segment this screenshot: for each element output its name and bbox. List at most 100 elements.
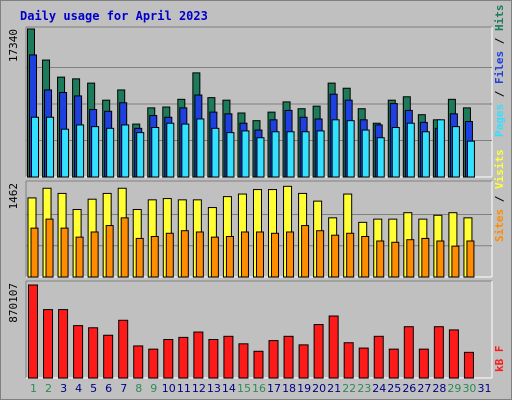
sites-bar — [60, 227, 69, 278]
kbytes-bar — [463, 351, 474, 379]
legend-separator: / — [493, 189, 506, 209]
sites-bar — [225, 235, 234, 278]
sites-bar — [255, 231, 264, 278]
day-label: 10 — [162, 382, 176, 395]
chart-title: Daily usage for April 2023 — [20, 9, 208, 23]
legend-entry: Hits — [493, 5, 506, 32]
sites-bar — [240, 231, 249, 278]
sites-bar — [271, 232, 280, 278]
pages-bar — [61, 128, 70, 178]
pages-bar — [106, 127, 115, 178]
day-label: 4 — [75, 382, 82, 395]
pages-bar — [136, 132, 145, 178]
day-label: 23 — [357, 382, 371, 395]
pages-bar — [331, 119, 340, 178]
kbytes-bar — [343, 342, 354, 379]
day-label: 19 — [297, 382, 311, 395]
pages-bar — [121, 124, 130, 178]
sites-bar — [165, 232, 174, 278]
sites-bar — [105, 225, 114, 278]
legend-entry: Pages — [493, 104, 506, 137]
kbytes-bar — [358, 347, 369, 379]
day-label: 14 — [222, 382, 236, 395]
kbytes-bar — [373, 335, 384, 379]
kbytes-bar — [298, 344, 309, 379]
kbytes-bar — [88, 327, 99, 379]
day-label: 31 — [477, 382, 491, 395]
sites-bar — [451, 245, 460, 278]
pages-bar — [286, 131, 295, 178]
sites-bar — [150, 235, 159, 278]
pages-bar — [421, 131, 430, 178]
pages-bar — [346, 120, 355, 178]
day-label: 3 — [60, 382, 67, 395]
legend-separator: / — [493, 84, 506, 104]
sites-bar — [421, 237, 430, 278]
day-label: 13 — [207, 382, 221, 395]
kbytes-bar — [133, 345, 144, 379]
day-label: 20 — [312, 382, 326, 395]
sites-bar — [436, 240, 445, 278]
day-label: 7 — [120, 382, 127, 395]
kbytes-bar — [103, 334, 114, 379]
kbytes-bar — [148, 348, 159, 379]
pages-bar — [361, 129, 370, 178]
day-label: 26 — [402, 382, 416, 395]
day-label: 18 — [282, 382, 296, 395]
day-label: 29 — [447, 382, 461, 395]
day-label: 1 — [30, 382, 37, 395]
sites-bar — [361, 235, 370, 278]
kbytes-bar — [238, 343, 249, 379]
day-label: 28 — [432, 382, 446, 395]
sites-bar — [75, 236, 84, 278]
pages-bar — [91, 126, 100, 178]
pages-bar — [406, 122, 415, 178]
day-label: 5 — [90, 382, 97, 395]
kbytes-bar — [163, 339, 174, 379]
kbytes-bar — [268, 340, 279, 379]
kbytes-bar — [118, 319, 129, 379]
sites-bar — [286, 231, 295, 278]
sites-bar — [180, 230, 189, 278]
legend-entry: Visits — [493, 149, 506, 189]
pages-bar — [181, 123, 190, 178]
pages-bar — [76, 124, 85, 178]
kbytes-bar — [433, 326, 444, 379]
sites-bar — [90, 231, 99, 278]
day-label: 8 — [135, 382, 142, 395]
y-max-label: 17340 — [7, 29, 20, 62]
sites-bar — [466, 240, 475, 278]
sites-bar — [331, 234, 340, 278]
kbytes-bar — [283, 335, 294, 379]
sites-bar — [210, 236, 219, 278]
sites-bar — [195, 231, 204, 278]
kbytes-bar — [178, 336, 189, 379]
y-max-label: 1462 — [7, 183, 20, 210]
day-label: 2 — [45, 382, 52, 395]
kbytes-bar — [58, 309, 69, 379]
pages-bar — [316, 130, 325, 178]
day-label: 21 — [327, 382, 341, 395]
day-label: 24 — [372, 382, 386, 395]
kbytes-bar — [253, 350, 264, 379]
kbytes-bar — [403, 326, 414, 379]
legend-entry: kB F — [493, 346, 506, 373]
kbytes-bar — [448, 329, 459, 379]
kbytes-bar — [73, 325, 84, 379]
day-label: 27 — [417, 382, 431, 395]
legend-visits-sites: Sites / Visits — [493, 149, 506, 242]
day-label: 15 — [237, 382, 251, 395]
pages-bar — [196, 118, 205, 178]
sites-bar — [391, 241, 400, 278]
kbytes-bar — [43, 309, 54, 379]
pages-bar — [436, 119, 445, 178]
sites-bar — [135, 237, 144, 278]
day-label: 22 — [342, 382, 356, 395]
kbytes-bar — [208, 339, 219, 379]
day-label: 30 — [462, 382, 476, 395]
pages-bar — [211, 127, 220, 178]
pages-bar — [451, 126, 460, 178]
sites-bar — [120, 217, 129, 278]
pages-bar — [46, 116, 55, 178]
kbytes-bar — [28, 284, 38, 379]
